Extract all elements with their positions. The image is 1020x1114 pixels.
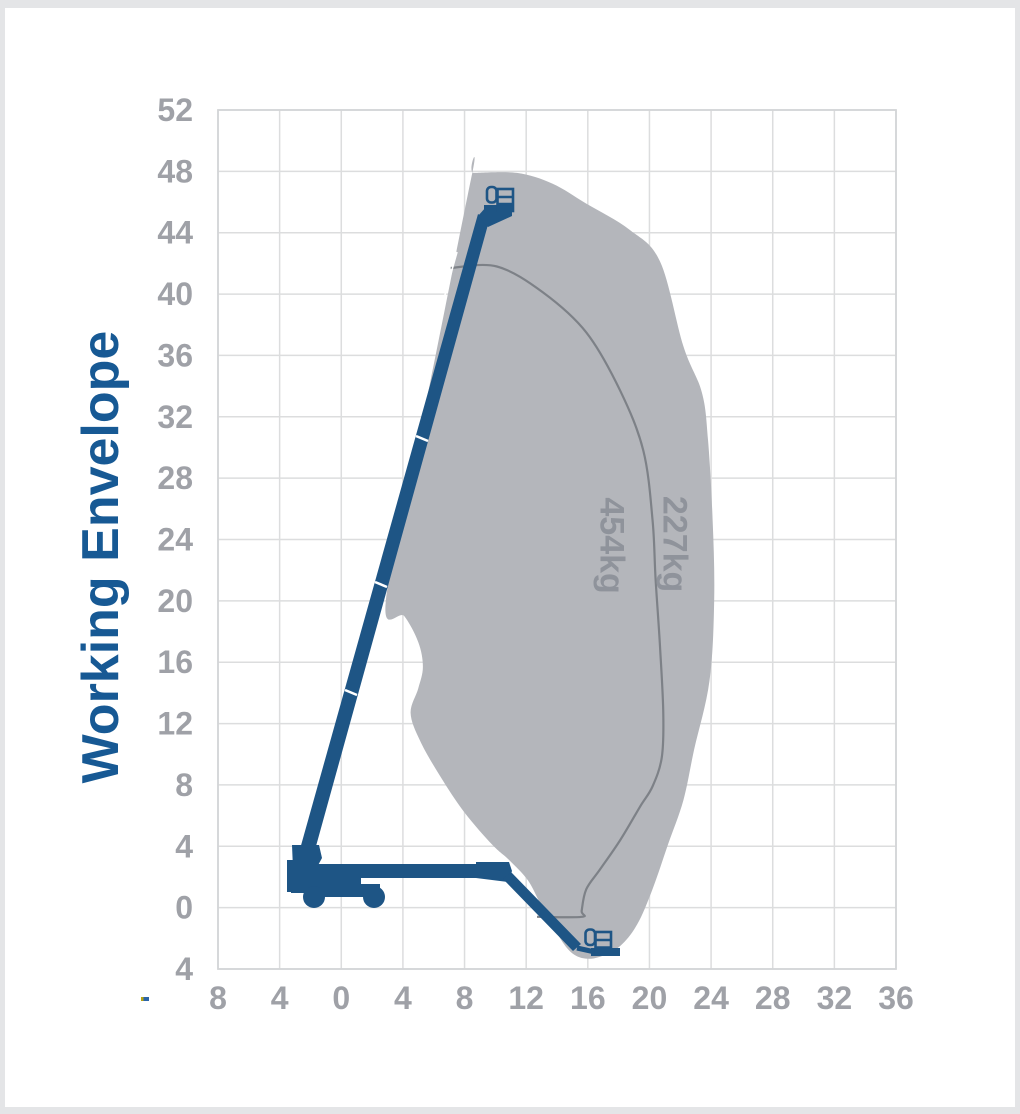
- x-tick-label: 16: [570, 980, 606, 1016]
- y-tick-label: 0: [175, 890, 193, 926]
- boom-joint-marks: [344, 251, 458, 697]
- y-tick-label: 44: [157, 215, 193, 251]
- stray-mark: [141, 997, 149, 1001]
- y-tick-label: 20: [157, 583, 193, 619]
- front-wheel: [363, 886, 385, 908]
- x-tick-label: 0: [332, 980, 350, 1016]
- rear-wheel: [303, 886, 325, 908]
- y-tick-label: 8: [175, 767, 193, 803]
- axis-tick-labels: 8 4 0 4 8 12 16 20 24 28 32 36524844403632282420161…: [157, 92, 913, 1016]
- y-tick-label: 4: [175, 951, 193, 987]
- envelope-layer: [385, 156, 715, 959]
- x-tick-label: 4: [271, 980, 289, 1016]
- y-tick-label: 28: [157, 460, 193, 496]
- envelope-227kg-line: [450, 263, 665, 919]
- upper-basket-control-box: [485, 185, 498, 204]
- capacity-label: 227kg: [656, 496, 694, 592]
- y-tick-label: 12: [157, 706, 193, 742]
- x-tick-label: 12: [508, 980, 544, 1016]
- x-tick-label: 28: [755, 980, 791, 1016]
- y-tick-label: 52: [157, 92, 193, 128]
- y-tick-label: 36: [157, 337, 193, 373]
- x-tick-label: 36: [878, 980, 914, 1016]
- envelope-454kg-area: [385, 156, 715, 959]
- y-tick-label: 24: [157, 522, 193, 558]
- plot-border: [217, 109, 897, 970]
- lower-jib: [503, 872, 581, 951]
- x-tick-label: 20: [632, 980, 668, 1016]
- y-tick-label: 16: [157, 644, 193, 680]
- capacity-zone-labels: 454kg 227kg: [593, 496, 694, 594]
- lower-platform-support: [591, 948, 620, 956]
- main-boom-raised: [300, 214, 489, 857]
- x-tick-label: 24: [693, 980, 729, 1016]
- x-tick-label: 8: [456, 980, 474, 1016]
- upper-basket: [485, 185, 515, 213]
- boom-lift-illustration: [287, 185, 620, 956]
- x-tick-label: 32: [817, 980, 853, 1016]
- y-tick-label: 48: [157, 153, 193, 189]
- lower-basket: [584, 928, 613, 956]
- lower-basket-control-box: [584, 928, 597, 947]
- capacity-label: 454kg: [593, 497, 631, 593]
- main-boom-stowed: [313, 864, 479, 878]
- stowed-wrist: [476, 862, 512, 882]
- y-tick-label: 40: [157, 276, 193, 312]
- x-tick-label: 8: [209, 980, 227, 1016]
- y-tick-label: 4: [175, 828, 193, 864]
- y-tick-label: 32: [157, 399, 193, 435]
- x-tick-label: 4: [394, 980, 412, 1016]
